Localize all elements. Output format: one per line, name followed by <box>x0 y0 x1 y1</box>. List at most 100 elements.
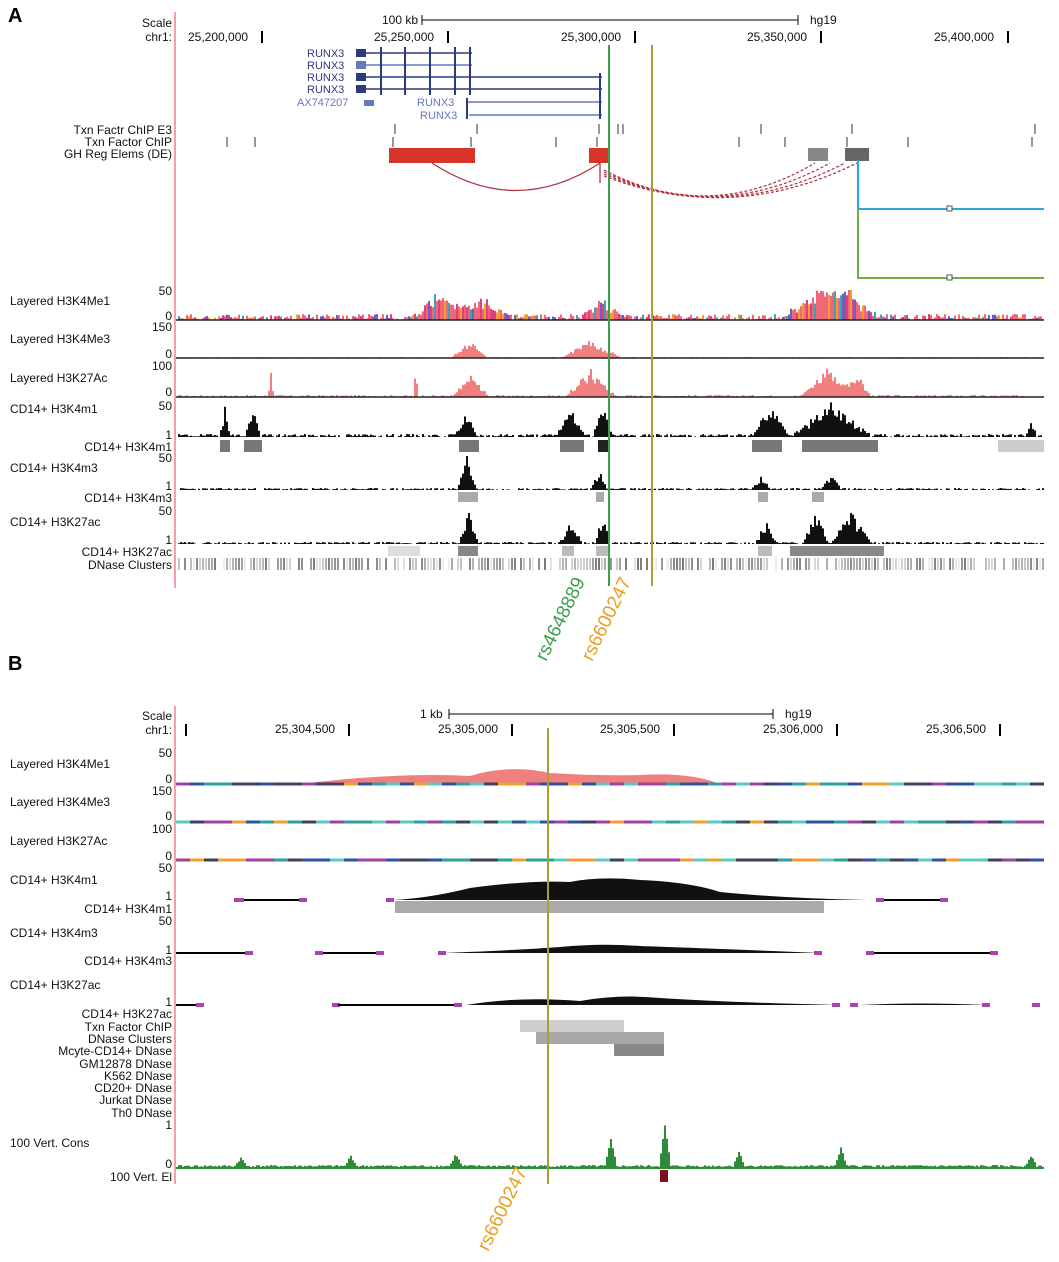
signal-bar <box>690 435 692 437</box>
dnase-bar <box>322 558 324 570</box>
signal-bar <box>1014 489 1016 490</box>
signal-bar <box>900 543 902 544</box>
panel-b-pos-2: 25,305,000 <box>438 722 498 736</box>
signal-bar <box>770 316 772 320</box>
signal-bar <box>966 436 968 437</box>
signal-bar <box>310 317 312 320</box>
cons-bar <box>970 1165 972 1168</box>
signal-bar <box>664 318 666 320</box>
dnase-bar <box>358 558 360 570</box>
signal-bar <box>840 489 842 490</box>
signal-bar <box>998 542 1000 544</box>
dnase-bar <box>436 558 438 570</box>
signal-bar <box>236 488 238 490</box>
cons-bar <box>468 1165 470 1168</box>
baseline-segment <box>666 858 680 862</box>
signal-bar <box>626 543 628 544</box>
signal-bar <box>1010 316 1012 320</box>
signal-bar <box>844 524 846 544</box>
signal-bar <box>582 489 584 490</box>
baseline-segment <box>1002 820 1016 824</box>
signal-bar <box>470 346 472 358</box>
signal-bar <box>524 436 526 437</box>
dnase-bar <box>940 558 942 570</box>
signal-bar <box>392 434 394 437</box>
signal-bar <box>224 395 226 397</box>
signal-bar <box>342 315 344 320</box>
signal-bar <box>538 488 540 490</box>
signal-bar <box>186 434 188 437</box>
track-label: CD14+ H3K4m3 <box>10 461 98 475</box>
dnase-bar <box>310 558 312 570</box>
signal-bar <box>848 488 850 490</box>
signal-bar <box>458 388 460 397</box>
baseline-segment <box>568 820 582 824</box>
signal-bar <box>476 539 478 544</box>
signal-bar <box>988 489 990 490</box>
signal-bar <box>846 295 848 320</box>
signal-bar <box>308 314 310 320</box>
signal-bar <box>400 543 402 544</box>
dnase-bar <box>514 558 516 570</box>
signal-bar <box>200 395 202 397</box>
dnase-bar <box>298 558 300 570</box>
cons-bar <box>850 1165 852 1168</box>
signal-bar <box>394 543 396 544</box>
dnase-bar <box>328 558 330 570</box>
signal-bar <box>724 318 726 320</box>
dnase-bar <box>955 558 957 570</box>
dnase-bar <box>790 558 792 570</box>
signal-bar <box>334 435 336 437</box>
signal-bar <box>938 542 940 544</box>
signal-bar <box>810 303 812 320</box>
signal-bar <box>1000 488 1002 490</box>
signal-bar <box>800 429 802 437</box>
signal-bar <box>894 395 896 397</box>
dnase-bar <box>1036 558 1038 570</box>
signal-bar <box>248 542 250 544</box>
signal-bar <box>580 541 582 544</box>
signal-bar <box>660 488 662 490</box>
signal-bar <box>452 434 454 437</box>
signal-bar <box>506 542 508 544</box>
signal-bar <box>204 542 206 544</box>
signal-bar <box>220 430 222 437</box>
cons-bar <box>592 1165 594 1168</box>
signal-bar <box>882 489 884 490</box>
cons-bar <box>922 1165 924 1168</box>
signal-bar <box>718 434 720 437</box>
dnase-bar <box>673 558 675 570</box>
signal-bar <box>578 489 580 490</box>
signal-bar <box>502 542 504 544</box>
cons-bar <box>954 1165 956 1168</box>
signal-bar <box>240 436 242 437</box>
signal-bar <box>926 434 928 437</box>
signal-bar <box>744 435 746 437</box>
cons-bar <box>262 1165 264 1168</box>
signal-bar <box>376 314 378 320</box>
signal-bar <box>860 488 862 490</box>
signal-bar <box>972 488 974 490</box>
signal-bar <box>560 489 562 490</box>
signal-bar <box>806 533 808 544</box>
signal-bar <box>406 434 408 437</box>
peak-block <box>802 440 878 452</box>
signal-bar <box>584 344 586 358</box>
signal-bar <box>1018 542 1020 544</box>
baseline-segment <box>232 782 246 786</box>
signal-bar <box>510 436 512 437</box>
cons-bar <box>950 1165 952 1168</box>
signal-bar <box>468 381 470 397</box>
signal-bar <box>820 420 822 437</box>
signal-bar <box>358 314 360 320</box>
baseline-segment <box>694 782 708 786</box>
baseline-segment <box>386 820 400 824</box>
cons-bar <box>568 1165 570 1168</box>
signal-bar <box>558 488 560 490</box>
dnase-bar <box>889 558 891 570</box>
signal-bar <box>1004 542 1006 544</box>
signal-bar <box>688 395 690 397</box>
baseline-segment <box>694 858 708 862</box>
signal-bar <box>874 488 876 490</box>
signal-bar <box>528 435 530 437</box>
